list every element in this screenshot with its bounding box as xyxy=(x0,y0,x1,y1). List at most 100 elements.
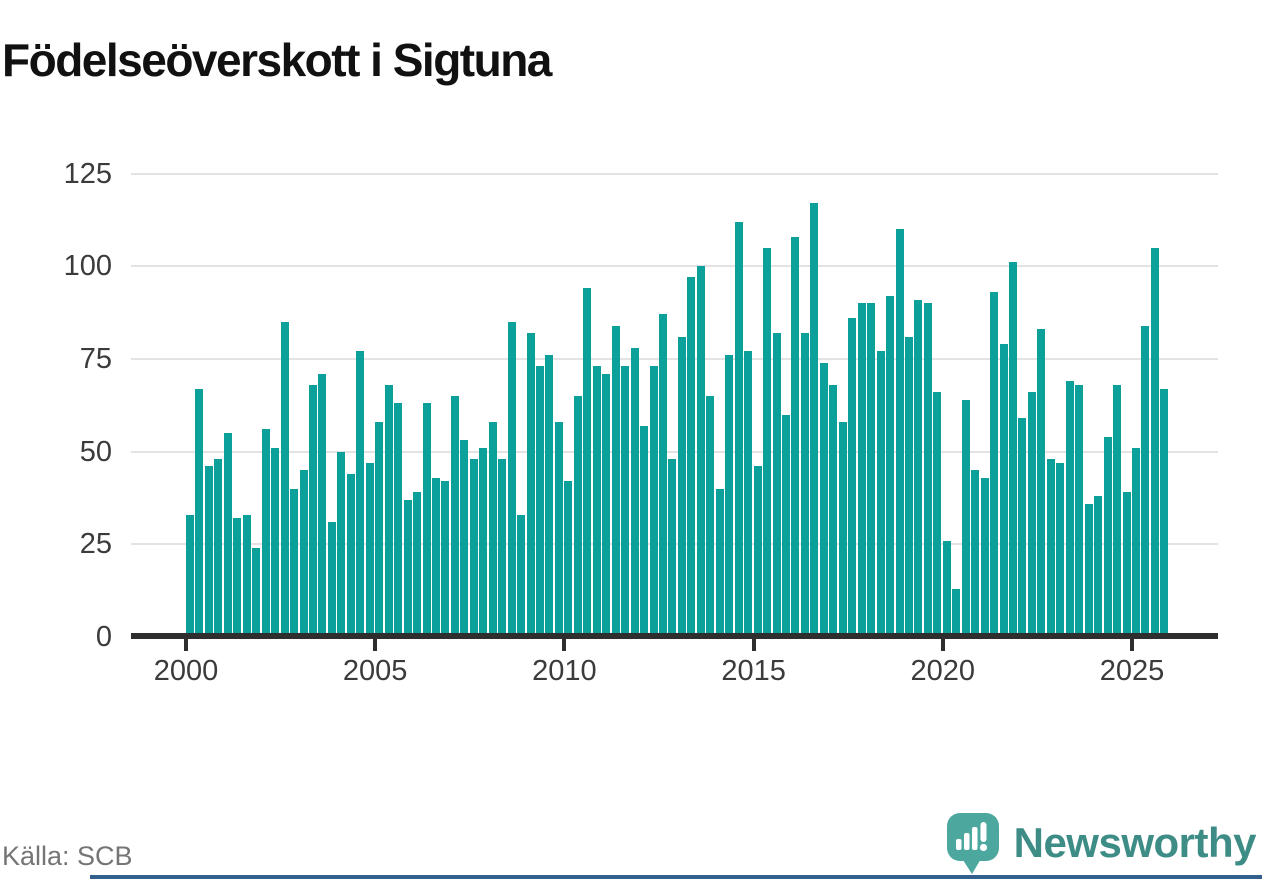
x-tick-2005 xyxy=(373,639,378,651)
brand-logo: Newsworthy xyxy=(946,812,1257,879)
x-tick-2000 xyxy=(184,639,188,651)
x-tick-label-2025: 2025 xyxy=(1099,655,1165,687)
bar-2004-q1 xyxy=(337,451,346,637)
bar-2012-q1 xyxy=(640,425,649,637)
x-axis xyxy=(131,633,1218,639)
x-tick-2015 xyxy=(751,639,756,651)
bar-2023-q3 xyxy=(1075,384,1084,637)
bar-2010-q4 xyxy=(592,366,601,637)
bar-2021-q4 xyxy=(1009,262,1018,637)
bar-2009-q1 xyxy=(526,332,535,637)
bar-2003-q3 xyxy=(318,373,327,637)
bar-2016-q4 xyxy=(819,362,828,637)
bar-2014-q2 xyxy=(725,355,734,637)
bar-2003-q4 xyxy=(327,522,336,637)
bar-2013-q4 xyxy=(706,395,715,637)
brand-wordmark: Newsworthy xyxy=(1013,819,1257,866)
bar-2024-q4 xyxy=(1122,492,1131,637)
bar-2016-q2 xyxy=(800,332,809,637)
bar-2018-q2 xyxy=(876,351,885,637)
bar-2000-q1 xyxy=(186,514,194,637)
bar-2021-q3 xyxy=(999,344,1008,637)
bar-2017-q4 xyxy=(857,303,866,637)
bar-2007-q2 xyxy=(460,440,469,637)
bar-2009-q4 xyxy=(554,421,563,637)
y-tick-label-50: 50 xyxy=(79,435,112,468)
x-tick-label-2005: 2005 xyxy=(342,655,408,687)
bar-2024-q2 xyxy=(1103,436,1112,637)
bar-2001-q2 xyxy=(233,518,242,637)
bar-2002-q4 xyxy=(290,488,299,637)
bar-2018-q3 xyxy=(886,295,895,637)
bar-2015-q4 xyxy=(781,414,790,637)
bar-2019-q3 xyxy=(923,303,932,637)
x-tick-2010 xyxy=(562,639,567,651)
gridline-50 xyxy=(131,450,1218,453)
bar-2006-q4 xyxy=(441,481,450,637)
bar-2007-q4 xyxy=(479,447,488,637)
bar-2025-q4 xyxy=(1160,388,1169,637)
bar-2025-q1 xyxy=(1132,447,1140,637)
x-tick-2025 xyxy=(1130,639,1134,651)
newsworthy-bubble-icon xyxy=(946,812,1000,879)
source-note: Källa: SCB xyxy=(2,841,133,871)
x-tick-label-2020: 2020 xyxy=(910,655,976,687)
bar-2001-q4 xyxy=(252,548,261,637)
bar-2006-q3 xyxy=(431,477,440,637)
bar-2019-q2 xyxy=(914,299,923,637)
bar-2007-q1 xyxy=(450,395,459,637)
bar-2016-q1 xyxy=(791,236,800,637)
bar-2024-q1 xyxy=(1094,496,1103,637)
bar-2019-q4 xyxy=(933,392,942,637)
y-tick-label-100: 100 xyxy=(63,250,112,283)
x-tick-label-2015: 2015 xyxy=(721,655,786,687)
bar-2002-q1 xyxy=(261,429,270,637)
bar-2001-q1 xyxy=(223,433,232,637)
bar-2022-q2 xyxy=(1027,392,1036,637)
bar-2021-q1 xyxy=(980,477,989,637)
bar-2004-q3 xyxy=(356,351,365,637)
bar-2003-q2 xyxy=(308,384,317,637)
bar-2017-q3 xyxy=(848,318,857,637)
bar-2005-q2 xyxy=(384,384,393,637)
bar-2018-q4 xyxy=(895,229,904,637)
bar-2012-q2 xyxy=(649,366,658,637)
bar-2017-q2 xyxy=(838,421,847,637)
bar-2020-q1 xyxy=(942,540,951,637)
y-tick-label-25: 25 xyxy=(79,528,112,561)
bar-2023-q1 xyxy=(1056,462,1065,637)
bar-2009-q2 xyxy=(536,366,545,637)
bar-2022-q1 xyxy=(1018,418,1027,637)
bar-2015-q1 xyxy=(753,466,762,637)
x-tick-label-2000: 2000 xyxy=(153,655,219,687)
bar-2022-q3 xyxy=(1037,329,1046,637)
bar-2010-q3 xyxy=(583,288,592,637)
chart-title: Födelseöverskott i Sigtuna xyxy=(2,33,552,86)
y-tick-label-125: 125 xyxy=(63,157,112,190)
bottom-brand-strip xyxy=(90,875,1262,879)
bar-2002-q3 xyxy=(280,321,289,637)
bar-2006-q1 xyxy=(413,492,422,637)
bar-2000-q3 xyxy=(204,466,213,637)
bar-2004-q2 xyxy=(346,473,355,637)
bar-2018-q1 xyxy=(867,303,876,637)
bar-2020-q2 xyxy=(952,588,961,637)
bar-2000-q4 xyxy=(214,459,223,637)
bar-2008-q1 xyxy=(488,421,497,637)
bar-2005-q3 xyxy=(394,403,403,637)
x-tick-2020 xyxy=(940,639,945,651)
bar-2003-q1 xyxy=(299,470,308,637)
bar-2014-q4 xyxy=(744,351,753,637)
bar-2023-q4 xyxy=(1084,503,1093,637)
bar-2014-q1 xyxy=(715,488,724,637)
bar-2005-q4 xyxy=(403,499,412,637)
bar-2011-q1 xyxy=(602,373,611,637)
bar-2008-q4 xyxy=(517,514,526,637)
bar-2015-q2 xyxy=(763,247,772,637)
bar-2010-q1 xyxy=(564,481,573,637)
bar-2012-q4 xyxy=(668,459,677,637)
bar-2020-q4 xyxy=(971,470,980,637)
bar-2023-q2 xyxy=(1065,381,1074,637)
bar-2013-q1 xyxy=(677,336,686,637)
